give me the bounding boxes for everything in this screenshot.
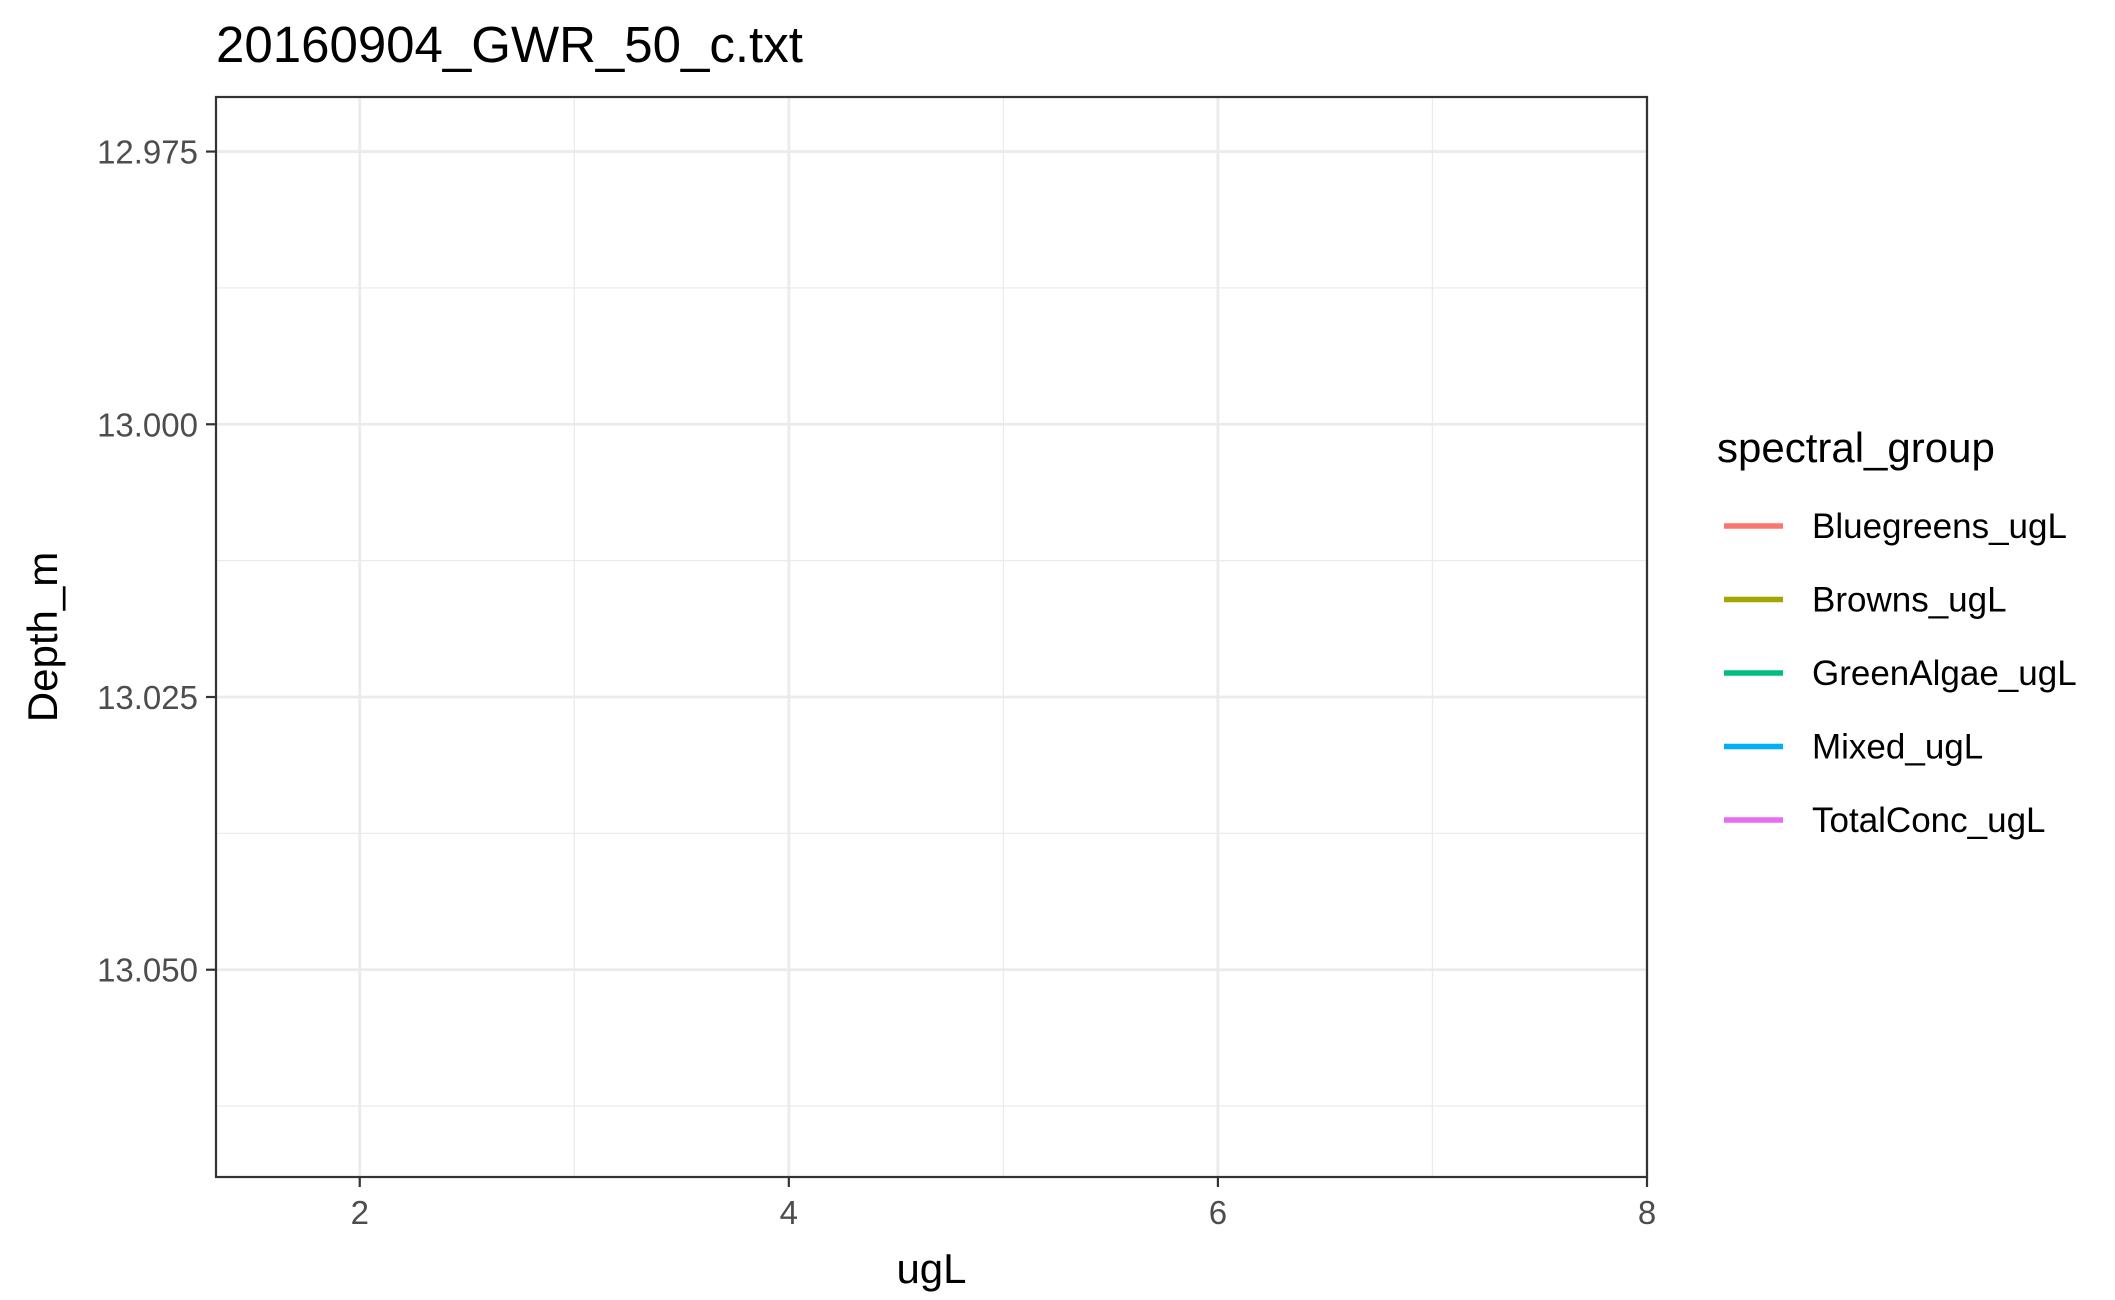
y-tick-label: 13.050 [97, 952, 198, 989]
x-tick-label: 6 [1209, 1194, 1227, 1231]
chart-title: 20160904_GWR_50_c.txt [216, 16, 803, 73]
legend: spectral_group Bluegreens_ugL Browns_ugL G… [1717, 424, 2077, 840]
legend-label-greenalgae-ugl: GreenAlgae_ugL [1812, 654, 2077, 693]
y-tick-label: 12.975 [97, 134, 198, 171]
x-tick-label: 2 [351, 1194, 369, 1231]
legend-label-browns-ugl: Browns_ugL [1812, 581, 2007, 620]
legend-title: spectral_group [1717, 424, 1995, 471]
plot-panel [214, 95, 1649, 1179]
x-tick-label: 8 [1638, 1194, 1656, 1231]
x-tick-label: 4 [780, 1194, 798, 1231]
legend-label-totalconc-ugl: TotalConc_ugL [1812, 801, 2046, 840]
y-tick-label: 13.025 [97, 679, 198, 716]
legend-label-mixed-ugl: Mixed_ugL [1812, 728, 1983, 767]
y-axis: 12.975 13.000 13.025 13.050 [97, 134, 216, 989]
plot-panel-background [216, 97, 1647, 1177]
legend-items: Bluegreens_ugL Browns_ugL GreenAlgae_ugL Mi… [1724, 507, 2077, 840]
plot-panel-border [214, 95, 1649, 1179]
grid-minor-lines [216, 97, 1647, 1177]
x-axis: 2 4 6 8 [351, 1177, 1656, 1231]
y-axis-title: Depth_m [19, 552, 66, 722]
x-axis-title: ugL [896, 1245, 966, 1292]
y-tick-label: 13.000 [97, 406, 198, 443]
legend-label-bluegreens-ugl: Bluegreens_ugL [1812, 507, 2067, 546]
